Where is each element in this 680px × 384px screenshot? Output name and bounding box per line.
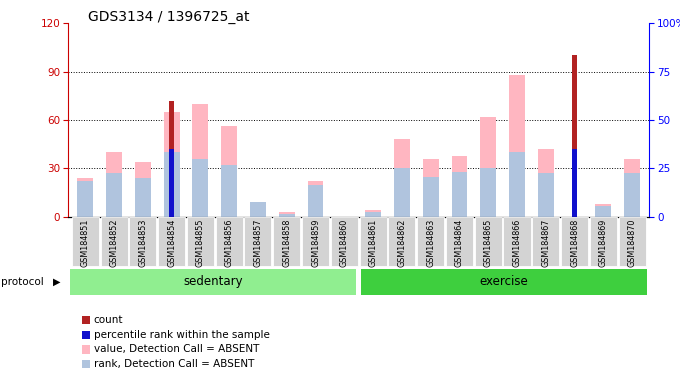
Bar	[624, 159, 640, 217]
Bar	[619, 217, 645, 266]
Text: GDS3134 / 1396725_at: GDS3134 / 1396725_at	[88, 10, 250, 23]
Bar	[509, 75, 525, 217]
Bar	[302, 217, 329, 266]
Bar	[388, 217, 415, 266]
Bar	[192, 104, 208, 217]
Bar	[78, 181, 93, 217]
Bar	[187, 217, 214, 266]
Bar	[538, 149, 554, 217]
Bar	[394, 169, 410, 217]
Bar	[360, 217, 387, 266]
Bar	[423, 177, 439, 217]
Bar	[446, 217, 473, 266]
Bar	[216, 217, 243, 266]
Bar	[475, 217, 502, 266]
Bar	[135, 178, 151, 217]
Bar	[221, 165, 237, 217]
Text: GSM184859: GSM184859	[311, 218, 320, 267]
Bar	[538, 173, 554, 217]
Bar	[596, 204, 611, 217]
Bar	[70, 269, 356, 295]
Bar	[244, 217, 271, 266]
Text: percentile rank within the sample: percentile rank within the sample	[94, 330, 270, 340]
Text: GSM184868: GSM184868	[570, 218, 579, 267]
Bar	[452, 172, 467, 217]
Text: GSM184851: GSM184851	[81, 218, 90, 267]
Text: GSM184862: GSM184862	[397, 218, 407, 267]
Text: GSM184866: GSM184866	[513, 218, 522, 267]
Bar	[509, 152, 525, 217]
Text: ▶: ▶	[53, 277, 61, 287]
Bar	[273, 217, 301, 266]
Text: GSM184864: GSM184864	[455, 218, 464, 267]
Bar	[72, 217, 99, 266]
Text: GSM184869: GSM184869	[599, 218, 608, 267]
Bar	[394, 139, 410, 217]
Bar	[480, 117, 496, 217]
Text: rank, Detection Call = ABSENT: rank, Detection Call = ABSENT	[94, 359, 254, 369]
Bar	[279, 212, 294, 217]
Text: GSM184870: GSM184870	[628, 218, 636, 267]
Bar	[250, 204, 266, 217]
Bar	[164, 152, 180, 217]
Bar	[101, 217, 128, 266]
Bar	[452, 156, 467, 217]
Bar	[361, 269, 647, 295]
Text: GSM184853: GSM184853	[138, 218, 148, 267]
Text: GSM184856: GSM184856	[224, 218, 234, 267]
Text: GSM184857: GSM184857	[254, 218, 262, 267]
Bar	[572, 55, 577, 217]
Text: protocol: protocol	[1, 277, 44, 287]
Text: GSM184863: GSM184863	[426, 218, 435, 267]
Bar	[135, 162, 151, 217]
Bar	[365, 212, 381, 217]
Bar	[164, 112, 180, 217]
Bar	[365, 210, 381, 217]
Bar	[78, 178, 93, 217]
Bar	[590, 217, 617, 266]
Bar	[330, 217, 358, 266]
Bar	[279, 214, 294, 217]
Text: GSM184865: GSM184865	[483, 218, 493, 267]
Bar	[417, 217, 444, 266]
Bar	[106, 173, 122, 217]
Bar	[221, 126, 237, 217]
Text: GSM184858: GSM184858	[282, 218, 291, 267]
Bar	[423, 159, 439, 217]
Bar	[169, 149, 174, 217]
Text: sedentary: sedentary	[184, 275, 243, 288]
Bar	[307, 185, 324, 217]
Bar	[129, 217, 156, 266]
Bar	[169, 101, 174, 217]
Bar	[106, 152, 122, 217]
Bar	[192, 159, 208, 217]
Text: GSM184854: GSM184854	[167, 218, 176, 267]
Text: GSM184860: GSM184860	[340, 218, 349, 267]
Bar	[572, 149, 577, 217]
Text: GSM184852: GSM184852	[109, 218, 118, 267]
Bar	[503, 217, 530, 266]
Bar	[624, 173, 640, 217]
Text: GSM184855: GSM184855	[196, 218, 205, 267]
Bar	[307, 181, 324, 217]
Bar	[596, 206, 611, 217]
Text: value, Detection Call = ABSENT: value, Detection Call = ABSENT	[94, 344, 259, 354]
Text: GSM184861: GSM184861	[369, 218, 377, 267]
Bar	[480, 169, 496, 217]
Text: count: count	[94, 315, 123, 325]
Bar	[532, 217, 560, 266]
Text: exercise: exercise	[479, 275, 528, 288]
Bar	[561, 217, 588, 266]
Text: GSM184867: GSM184867	[541, 218, 550, 267]
Bar	[158, 217, 185, 266]
Bar	[250, 202, 266, 217]
